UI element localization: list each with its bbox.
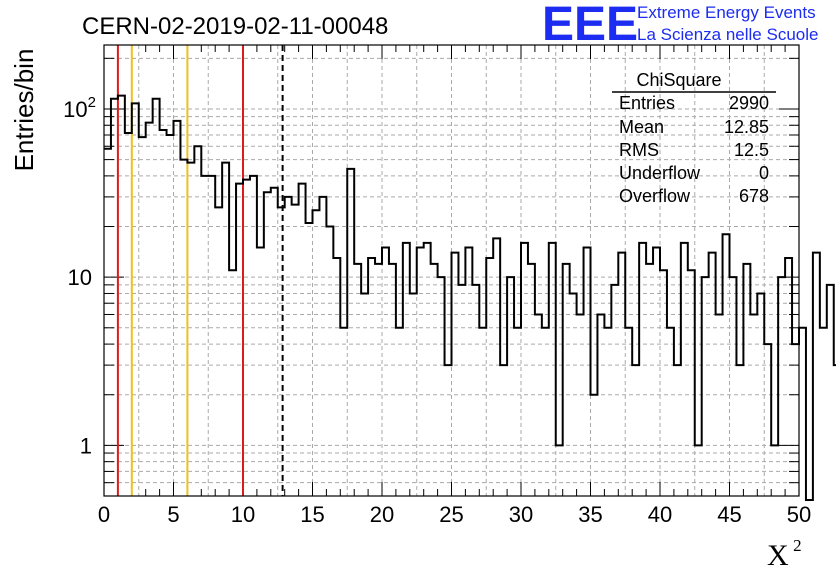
y-tick-label-base: 10 [63, 97, 87, 122]
stats-value: 2990 [729, 93, 769, 113]
stats-value: 0 [759, 163, 769, 183]
stats-label: Overflow [619, 186, 691, 206]
x-tick-label: 45 [717, 502, 741, 527]
stats-title: ChiSquare [636, 70, 721, 90]
x-tick-label: 25 [439, 502, 463, 527]
minor-ticks [103, 45, 800, 496]
logo-line-2: La Scienza nelle Scuole [637, 25, 818, 44]
x-tick-label: 35 [578, 502, 602, 527]
x-tick-label: 10 [231, 502, 255, 527]
y-tick-label: 1 [80, 433, 92, 458]
x-axis-label-sup: 2 [793, 536, 802, 555]
x-tick-label: 20 [370, 502, 394, 527]
x-axis-label-base: X [767, 539, 789, 572]
stats-value: 12.5 [734, 140, 769, 160]
x-tick-label: 40 [648, 502, 672, 527]
y-tick-label: 10 [68, 265, 92, 290]
logo-line-1: Extreme Energy Events [637, 3, 816, 22]
stats-label: RMS [619, 140, 659, 160]
stats-label: Underflow [619, 163, 701, 183]
logo: EEE Extreme Energy Events La Scienza nel… [542, 0, 818, 51]
chart-title: CERN-02-2019-02-11-00048 [82, 13, 388, 40]
x-tick-label: 5 [167, 502, 179, 527]
stats-box: ChiSquare Entries 2990 Mean 12.85 RMS 12… [612, 70, 776, 206]
stats-label: Entries [619, 93, 675, 113]
plot-frame [103, 44, 800, 497]
y-tick-label-exponent: 2 [88, 94, 96, 111]
x-axis-label: X 2 [767, 536, 802, 572]
x-axis-ticks: 0 5 10 15 20 25 30 35 40 45 50 [98, 502, 811, 527]
y-tick-label: 102 [63, 94, 96, 122]
y-axis-label: Entries/bin [9, 49, 39, 172]
stats-value: 12.85 [724, 117, 769, 137]
stats-value: 678 [739, 186, 769, 206]
x-tick-label: 0 [98, 502, 110, 527]
stats-label: Mean [619, 117, 664, 137]
x-tick-label: 50 [787, 502, 811, 527]
x-tick-label: 15 [300, 502, 324, 527]
logo-letters: EEE [542, 0, 638, 51]
histogram-line [104, 94, 836, 501]
marker-lines [116, 45, 284, 496]
x-tick-label: 30 [509, 502, 533, 527]
